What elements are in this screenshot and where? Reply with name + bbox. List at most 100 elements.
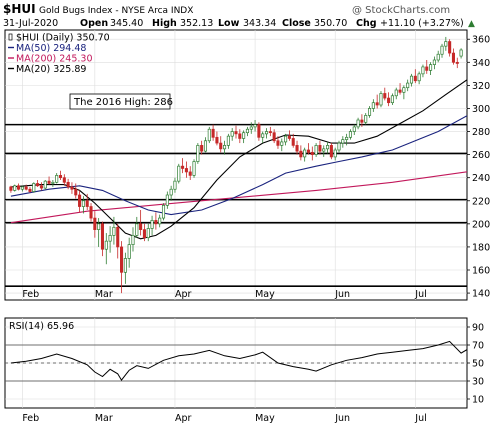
price-y-tick-label: 200 <box>472 219 490 230</box>
candle-body <box>360 119 364 123</box>
rsi-x-tick-label: May <box>255 413 275 424</box>
candle-body <box>234 131 238 135</box>
chg-up-marker-icon: ▲ <box>468 19 475 29</box>
candle-body <box>448 41 452 54</box>
price-y-tick-label: 240 <box>472 173 490 184</box>
candle-body <box>51 181 55 184</box>
candle-body <box>85 200 89 207</box>
candle-body <box>417 73 421 82</box>
legend-entry: MA(50) 294.48 <box>16 43 86 54</box>
candle-body <box>371 102 375 109</box>
legend-candle-icon <box>8 33 13 41</box>
candle-body <box>406 82 410 89</box>
rsi-y-axis: 10 30 50 70 90 <box>467 323 484 406</box>
candle-body <box>394 89 398 97</box>
candle-body <box>226 135 230 146</box>
ma-line-ma20 <box>10 79 467 240</box>
price-y-tick-label: 140 <box>472 289 490 300</box>
candle-body <box>284 135 288 143</box>
candle-body <box>268 131 272 134</box>
candle-body <box>13 185 17 191</box>
candle-body <box>17 185 21 190</box>
candle-body <box>32 183 36 192</box>
candlesticks <box>9 36 463 294</box>
high-value: 352.13 <box>180 18 213 29</box>
candle-body <box>127 244 131 259</box>
candle-body <box>429 64 433 71</box>
candle-body <box>211 128 215 138</box>
candle-body <box>333 149 337 158</box>
date-label: 31-Jul-2020 <box>3 18 58 29</box>
candle-body <box>219 142 223 150</box>
candle-body <box>28 188 32 192</box>
candle-body <box>150 220 154 229</box>
candle-body <box>436 53 440 61</box>
candle-body <box>188 171 192 176</box>
candle-body <box>314 145 318 155</box>
candle-body <box>264 131 269 135</box>
candle-body <box>345 136 349 140</box>
price-y-tick-label: 360 <box>472 35 490 46</box>
legend-entry: $HUI (Daily) 350.70 <box>16 33 110 44</box>
open-label: Open <box>80 18 108 29</box>
candle-body <box>108 235 112 242</box>
candle-body <box>261 133 265 138</box>
price-y-tick-label: 320 <box>472 81 490 92</box>
candle-body <box>203 140 208 152</box>
close-label: Close <box>282 18 311 29</box>
candle-body <box>306 149 311 153</box>
candle-body <box>329 145 333 158</box>
candle-body <box>97 223 101 230</box>
candle-body <box>100 223 105 250</box>
candle-body <box>207 128 211 142</box>
chg-label: Chg <box>356 18 377 29</box>
candle-body <box>459 49 463 57</box>
rsi-label: RSI(14) 65.96 <box>9 321 74 332</box>
candle-body <box>55 175 59 183</box>
candle-body <box>451 52 455 63</box>
candle-body <box>318 145 322 152</box>
price-y-tick-label: 220 <box>472 196 490 207</box>
rsi-y-tick-label: 50 <box>472 359 484 370</box>
candle-body <box>223 145 227 150</box>
candle-body <box>81 200 85 207</box>
candle-body <box>200 145 204 152</box>
candle-body <box>181 165 185 169</box>
price-x-tick-label: May <box>255 289 275 300</box>
price-x-tick-label: Mar <box>95 289 113 300</box>
candle-body <box>322 148 326 152</box>
rsi-x-tick-label: Jun <box>334 413 350 424</box>
candle-body <box>9 186 13 191</box>
candle-body <box>66 181 70 188</box>
low-value: 343.34 <box>243 18 276 29</box>
candle-body <box>116 226 120 248</box>
chg-value: +11.10 (+3.27%) <box>380 18 464 29</box>
price-y-tick-label: 340 <box>472 58 490 69</box>
candle-body <box>249 126 253 130</box>
candle-body <box>299 150 303 158</box>
candle-body <box>20 186 24 190</box>
price-x-tick-label: Jun <box>334 289 350 300</box>
candle-body <box>245 128 249 134</box>
candle-body <box>238 133 242 139</box>
symbol-title: $HUI <box>3 2 36 16</box>
candle-body <box>139 223 143 230</box>
candle-body <box>455 61 459 64</box>
candle-body <box>398 89 402 93</box>
candle-body <box>104 240 108 250</box>
price-y-axis: 140 160 180 200 220 240 260 280 300 320 340 360 <box>467 35 490 300</box>
index-name: Gold Bugs Index - NYSE Arca INDX <box>39 6 193 16</box>
candle-body <box>341 139 345 144</box>
candle-body <box>337 142 341 151</box>
candle-body <box>326 145 330 150</box>
price-panel <box>4 29 468 301</box>
ma-line-ma200 <box>10 171 467 224</box>
candle-body <box>47 180 51 184</box>
candle-body <box>169 188 173 196</box>
candle-body <box>24 186 28 190</box>
candle-body <box>367 108 372 116</box>
rsi-line <box>10 340 467 381</box>
candle-body <box>215 136 219 144</box>
price-x-tick-label: Feb <box>22 289 39 300</box>
candle-body <box>158 217 162 225</box>
